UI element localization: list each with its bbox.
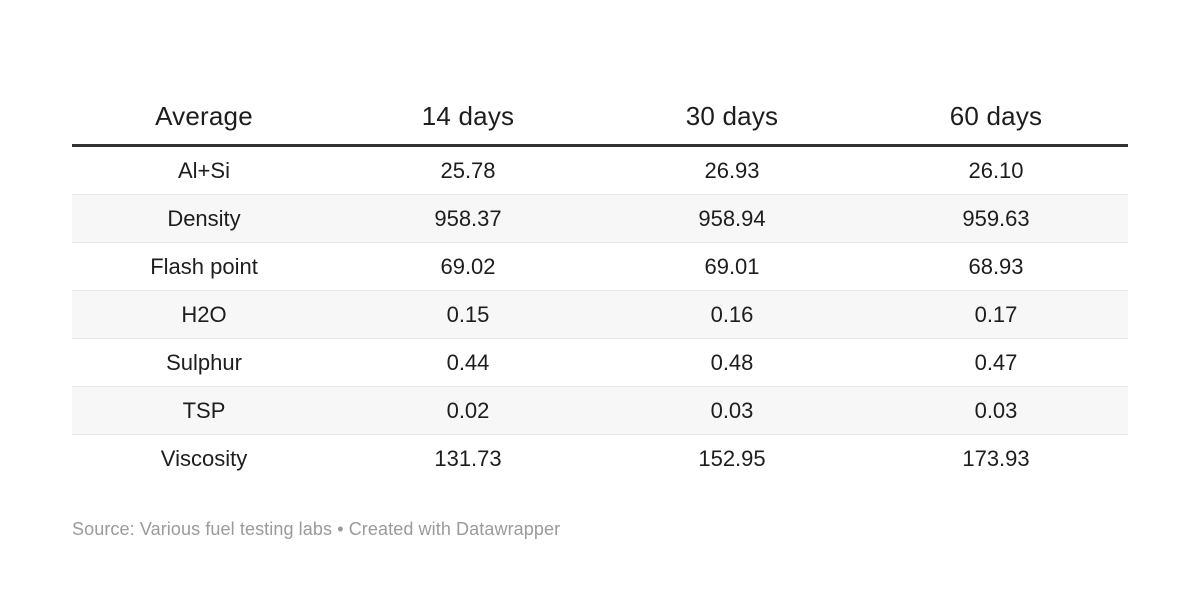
header-row: Average 14 days 30 days 60 days	[72, 90, 1128, 147]
table-row: Viscosity 131.73 152.95 173.93	[72, 433, 1128, 482]
table-row: Al+Si 25.78 26.93 26.10	[72, 145, 1128, 194]
table-row: Density 958.37 958.94 959.63	[72, 193, 1128, 242]
data-table: Average 14 days 30 days 60 days Al+Si 25…	[72, 90, 1128, 482]
table-cell: 959.63	[864, 193, 1128, 242]
table-cell: 0.17	[864, 289, 1128, 338]
column-header-30-days: 30 days	[600, 90, 864, 147]
table-cell: 68.93	[864, 241, 1128, 290]
table-cell: 0.02	[336, 385, 600, 434]
table-row: Sulphur 0.44 0.48 0.47	[72, 337, 1128, 386]
table-cell: 173.93	[864, 433, 1128, 482]
table-cell: 26.93	[704, 157, 760, 183]
table-cell: 26.10	[968, 157, 1024, 183]
table-cell: 69.02	[336, 241, 600, 290]
table-cell: 958.37	[336, 193, 600, 242]
table-cell: 0.47	[864, 337, 1128, 386]
table-cell: 152.95	[600, 433, 864, 482]
table-cell: 25.78	[440, 157, 496, 183]
row-label: Al+Si	[178, 157, 230, 183]
row-label: TSP	[72, 385, 336, 434]
table-cell: 0.16	[600, 289, 864, 338]
column-header-60-days: 60 days	[864, 90, 1128, 147]
table-body: Al+Si 25.78 26.93 26.10 Density 958.37 9…	[72, 145, 1128, 482]
table-header: Average 14 days 30 days 60 days	[72, 90, 1128, 147]
table-cell: 0.44	[336, 337, 600, 386]
table-cell: 0.48	[600, 337, 864, 386]
row-label: Flash point	[72, 241, 336, 290]
table-cell: 0.03	[600, 385, 864, 434]
column-header-average: Average	[72, 90, 336, 147]
row-label: Sulphur	[72, 337, 336, 386]
table-cell: 131.73	[336, 433, 600, 482]
table-cell: 0.03	[864, 385, 1128, 434]
row-label: Viscosity	[72, 433, 336, 482]
row-label: Density	[72, 193, 336, 242]
table-cell: 958.94	[600, 193, 864, 242]
table-cell: 0.15	[336, 289, 600, 338]
table-row: TSP 0.02 0.03 0.03	[72, 385, 1128, 434]
row-label: H2O	[72, 289, 336, 338]
table-cell: 69.01	[600, 241, 864, 290]
data-table-container: Average 14 days 30 days 60 days Al+Si 25…	[72, 90, 1128, 482]
table-row: H2O 0.15 0.16 0.17	[72, 289, 1128, 338]
column-header-14-days: 14 days	[336, 90, 600, 147]
table-row: Flash point 69.02 69.01 68.93	[72, 241, 1128, 290]
source-attribution: Source: Various fuel testing labs • Crea…	[72, 519, 561, 539]
